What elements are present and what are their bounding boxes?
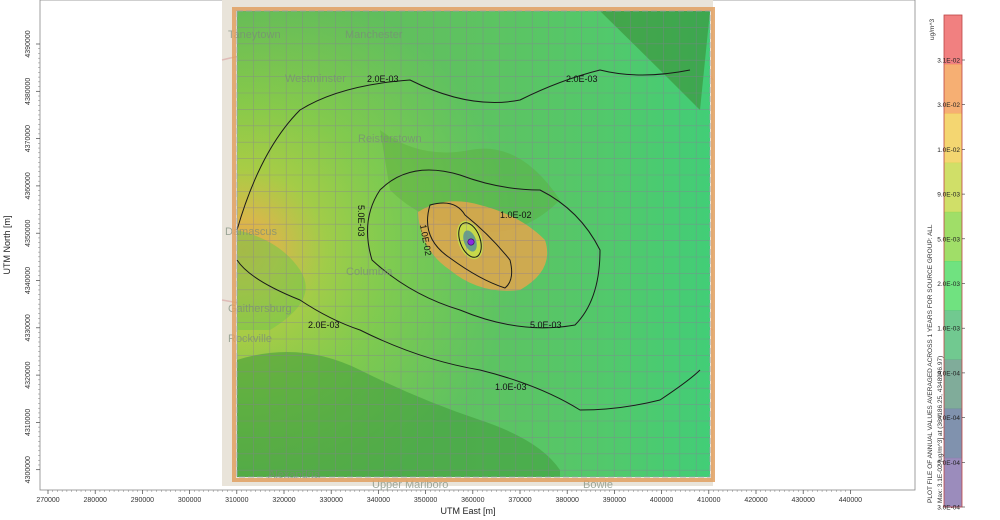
legend-note-line1: PLOT FILE OF ANNUAL VALUES AVERAGED ACRO… bbox=[927, 224, 934, 503]
legend-colorbar bbox=[943, 14, 963, 508]
legend-tick-label: 3.0E-04 bbox=[937, 505, 960, 512]
contour-label: 2.0E-03 bbox=[566, 74, 598, 84]
x-tick-label: 430000 bbox=[792, 497, 815, 504]
y-axis-title: UTM North [m] bbox=[2, 215, 12, 274]
model-domain-border bbox=[232, 7, 715, 482]
legend-tick-label: 1.0E-02 bbox=[937, 147, 960, 154]
place-label: Columbia bbox=[346, 266, 393, 278]
x-tick-label: 270000 bbox=[36, 497, 59, 504]
x-axis-title: UTM East [m] bbox=[440, 506, 495, 516]
color-legend: ug/m^3 3.1E-02 3.0E-02 1.0E-02 9.0E-03 5.0E-… bbox=[927, 14, 965, 512]
y-tick-label: 4320000 bbox=[25, 361, 32, 388]
x-tick-label: 440000 bbox=[839, 497, 862, 504]
legend-swatch bbox=[944, 64, 962, 114]
x-tick-label: 400000 bbox=[650, 497, 673, 504]
place-label: Gaithersburg bbox=[228, 303, 292, 315]
y-tick-label: 4330000 bbox=[25, 314, 32, 341]
legend-tick-label: 9.0E-03 bbox=[937, 192, 960, 199]
y-tick-label: 4380000 bbox=[25, 78, 32, 105]
legend-swatch bbox=[944, 162, 962, 213]
contour-label: 2.0E-03 bbox=[367, 74, 399, 84]
x-tick-label: 370000 bbox=[508, 497, 531, 504]
contour-label: 1.0E-02 bbox=[500, 210, 532, 220]
legend-swatch bbox=[944, 310, 962, 360]
legend-swatch bbox=[944, 359, 962, 410]
y-tick-label: 4340000 bbox=[25, 267, 32, 294]
place-label: Damascus bbox=[225, 226, 277, 238]
x-tick-label: 300000 bbox=[178, 497, 201, 504]
legend-unit: ug/m^3 bbox=[929, 18, 936, 40]
legend-tick-label: 2.0E-03 bbox=[937, 281, 960, 288]
contour-lines bbox=[236, 69, 701, 411]
x-tick-label: 350000 bbox=[414, 497, 437, 504]
y-tick-label: 4300000 bbox=[25, 456, 32, 483]
legend-tick-label: 3.0E-02 bbox=[937, 102, 960, 109]
x-tick-label: 420000 bbox=[744, 497, 767, 504]
legend-tick-label: 7.0E-04 bbox=[937, 415, 960, 422]
contour-2e-03-outer bbox=[236, 69, 701, 411]
legend-swatch bbox=[944, 15, 962, 65]
contour-5e-03 bbox=[367, 169, 601, 329]
legend-note-line2: Max: 3.1E-02 [ug/m^3] at (364186.25, 434… bbox=[937, 356, 944, 503]
legend-tick-label: 9.0E-04 bbox=[937, 370, 960, 377]
legend-tick-label: 5.0E-03 bbox=[937, 236, 960, 243]
y-tick-label: 4350000 bbox=[25, 219, 32, 246]
legend-tick-label: 5.0E-04 bbox=[937, 460, 960, 467]
place-label: Westminster bbox=[285, 73, 346, 85]
legend-frame bbox=[943, 14, 963, 508]
x-tick-label: 410000 bbox=[697, 497, 720, 504]
place-label: Manchester bbox=[345, 29, 403, 41]
contour-1e-02-inner bbox=[458, 222, 482, 258]
contour-label: 1.0E-03 bbox=[495, 382, 527, 392]
place-label: Rockville bbox=[228, 333, 272, 345]
legend-swatch bbox=[944, 457, 962, 508]
legend-tick-label: 1.0E-03 bbox=[937, 326, 960, 333]
x-tick-label: 320000 bbox=[272, 497, 295, 504]
y-tick-label: 4370000 bbox=[25, 125, 32, 152]
y-tick-label: 4360000 bbox=[25, 172, 32, 199]
contour-labels: 2.0E-03 2.0E-03 2.0E-03 5.0E-03 5.0E-03 … bbox=[308, 74, 598, 392]
legend-tick-label: 3.1E-02 bbox=[937, 58, 960, 65]
y-tick-label: 4310000 bbox=[25, 409, 32, 436]
x-tick-label: 310000 bbox=[225, 497, 248, 504]
max-concentration-marker[interactable] bbox=[467, 238, 475, 246]
x-tick-label: 390000 bbox=[603, 497, 626, 504]
legend-ticks: 3.1E-02 3.0E-02 1.0E-02 9.0E-03 5.0E-03 2.0E-… bbox=[937, 58, 965, 512]
place-label: Reisterstown bbox=[358, 133, 422, 145]
x-axis: 270000 280000 290000 300000 310000 320000 3300… bbox=[36, 490, 862, 504]
legend-swatch bbox=[944, 211, 962, 262]
grid-lines bbox=[236, 10, 710, 477]
contour-label: 5.0E-03 bbox=[356, 205, 366, 237]
legend-swatch bbox=[944, 261, 962, 311]
x-tick-label: 360000 bbox=[461, 497, 484, 504]
legend-swatch bbox=[944, 113, 962, 164]
legend-swatch bbox=[944, 408, 962, 459]
x-tick-label: 290000 bbox=[131, 497, 154, 504]
contour-1e-02 bbox=[427, 202, 513, 289]
x-tick-label: 330000 bbox=[320, 497, 343, 504]
y-tick-label: 4390000 bbox=[25, 30, 32, 57]
x-tick-label: 280000 bbox=[84, 497, 107, 504]
x-tick-label: 340000 bbox=[367, 497, 390, 504]
place-label: Taneytown bbox=[228, 29, 281, 41]
contour-label: 2.0E-03 bbox=[308, 320, 340, 330]
y-axis: 4390000 4380000 4370000 4360000 4350000 43400… bbox=[25, 30, 40, 483]
contour-label: 5.0E-03 bbox=[530, 320, 562, 330]
x-tick-label: 380000 bbox=[556, 497, 579, 504]
